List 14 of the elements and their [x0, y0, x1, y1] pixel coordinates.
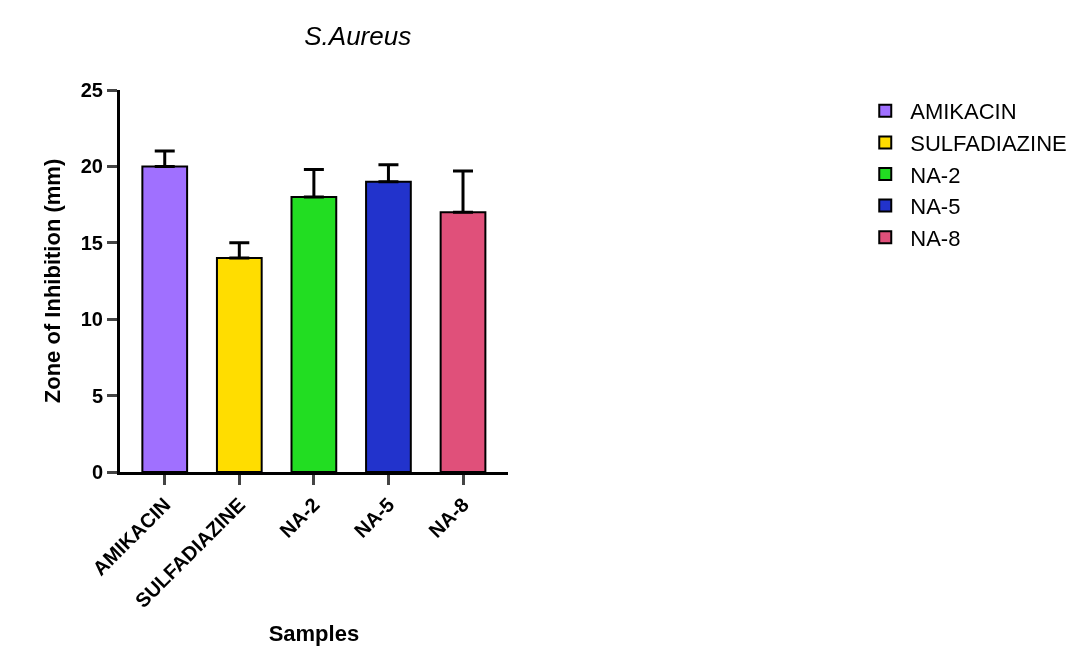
y-axis-title: Zone of Inhibition (mm) [39, 158, 65, 404]
y-tick-label: 25 [80, 79, 103, 101]
y-tick-label: 0 [91, 461, 103, 483]
legend-label: AMIKACIN [910, 99, 1017, 125]
chart-title: S.Aureus [304, 21, 412, 52]
y-tick-label: 20 [80, 155, 103, 178]
y-tick-label: 10 [80, 308, 103, 331]
legend-label: NA-2 [910, 162, 961, 188]
y-tick-label: 15 [80, 231, 103, 254]
legend-label: SULFADIAZINE [910, 130, 1067, 156]
legend-label: NA-5 [910, 194, 961, 220]
y-tick-label: 5 [91, 384, 103, 407]
legend-label: NA-8 [910, 225, 961, 251]
x-axis-title: Samples [268, 620, 360, 646]
